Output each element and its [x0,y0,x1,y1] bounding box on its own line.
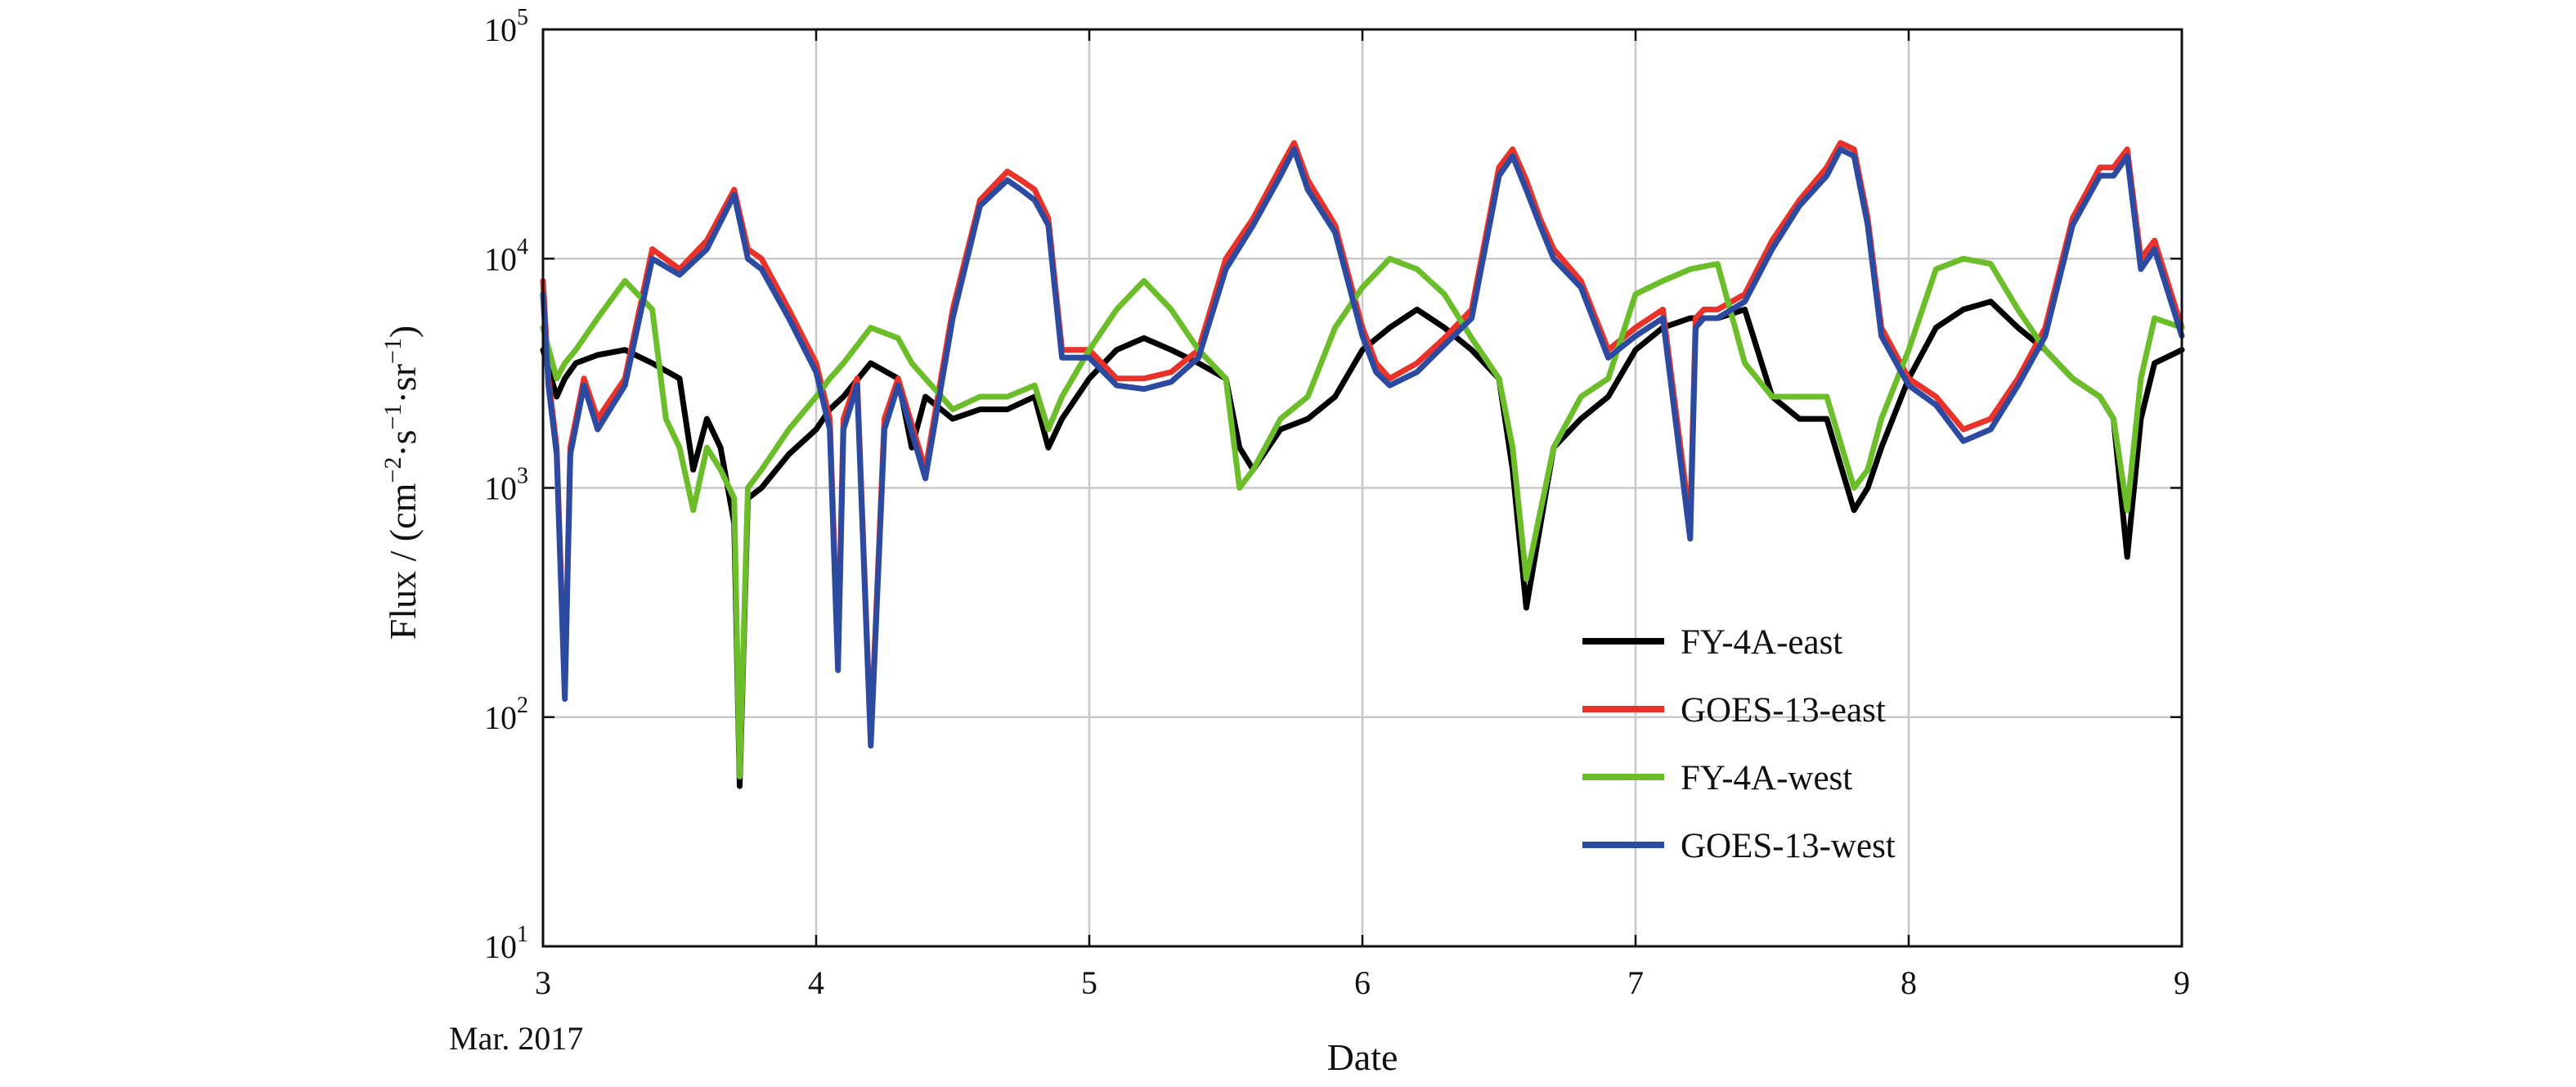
y-label-mid2: ·sr [382,364,424,404]
y-tick-label: 105 [484,5,528,48]
x-tick-label: 4 [808,964,824,1001]
y-label-sup2: −1 [379,404,406,430]
y-label-mid1: ·s [382,429,424,456]
legend-label: FY-4A-west [1681,759,1852,797]
legend-label: GOES-13-east [1681,691,1886,730]
x-sublabel: Mar. 2017 [449,1020,583,1057]
legend-label: GOES-13-west [1681,827,1896,865]
x-tick-label: 5 [1081,964,1097,1001]
y-tick-label: 103 [484,464,528,507]
x-tick-label: 9 [2174,964,2190,1001]
y-label-sup3: −1 [379,338,406,364]
y-tick-label: 101 [484,922,528,965]
y-axis-label: Flux / (cm−2·s−1·sr−1) [379,326,424,640]
series-lines [540,140,2185,789]
x-tick-label: 3 [535,964,551,1001]
y-tick-label: 104 [484,234,528,277]
y-label-prefix: Flux / (cm [382,483,424,640]
x-tick-label: 7 [1627,964,1644,1001]
grid-lines [541,28,2183,948]
series-line-goes-13-west [540,146,2185,749]
y-tick-labels: 101 102 103 104 105 [484,5,528,965]
y-label-suffix: ) [382,326,424,338]
y-tick-label: 102 [484,693,528,736]
x-tick-label: 8 [1901,964,1917,1001]
series-line-fy-4a-west [540,255,2185,779]
y-label-sup1: −2 [379,457,406,483]
x-tick-label: 6 [1354,964,1371,1001]
x-tick-labels: 3 4 5 6 7 8 9 [535,964,2190,1001]
x-axis-label: Date [1327,1036,1398,1078]
axis-ticks [541,28,2183,948]
legend: FY-4A-east GOES-13-east FY-4A-west GOES-13-… [1582,623,1896,865]
legend-label: FY-4A-east [1681,623,1842,662]
